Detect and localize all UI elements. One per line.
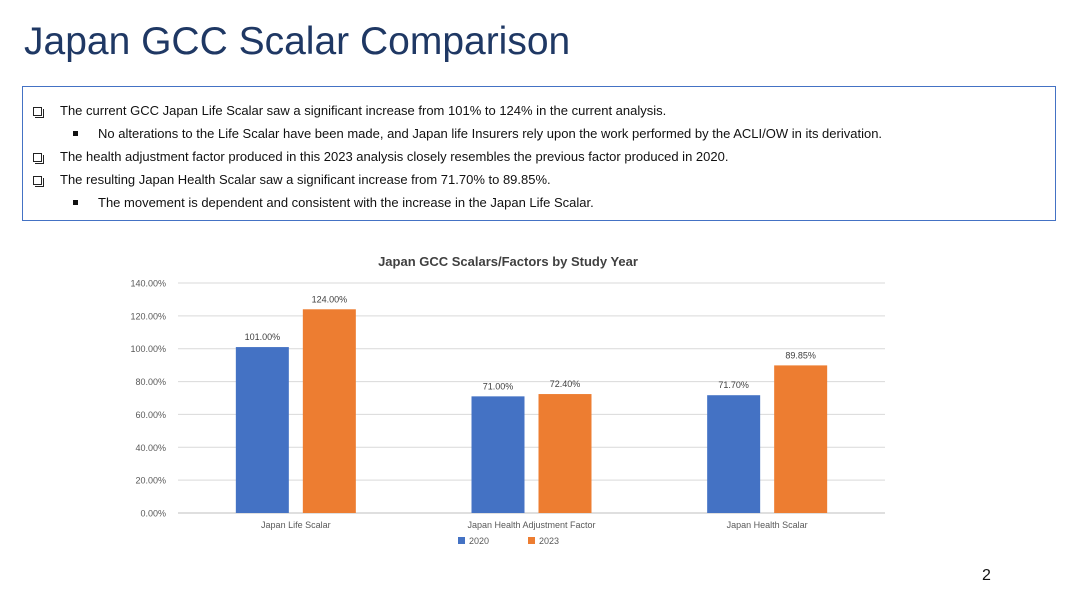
y-tick-label: 100.00% [130, 344, 166, 354]
legend-label: 2023 [539, 536, 559, 546]
summary-box: The current GCC Japan Life Scalar saw a … [22, 86, 1056, 221]
bar-2020 [235, 347, 289, 513]
page-number: 2 [982, 567, 991, 584]
square-bullet-icon [73, 200, 78, 205]
y-tick-label: 40.00% [135, 443, 166, 453]
chart-canvas: Japan GCC Scalars/Factors by Study Year 0… [130, 254, 885, 546]
sub-bullet-item: The movement is dependent and consistent… [73, 195, 594, 210]
data-label: 72.40% [550, 379, 581, 389]
sub-bullet-text: The movement is dependent and consistent… [98, 195, 594, 210]
x-tick-label: Japan Life Scalar [261, 520, 331, 530]
bullet-text: The health adjustment factor produced in… [60, 149, 729, 164]
legend-swatch [528, 537, 535, 544]
y-tick-label: 80.00% [135, 377, 166, 387]
bullet-item: The health adjustment factor produced in… [33, 149, 728, 164]
y-tick-label: 140.00% [130, 279, 166, 289]
bar-2023 [302, 309, 356, 513]
checkbox-bullet-icon [33, 176, 44, 187]
bar-2020 [707, 395, 761, 513]
y-tick-label: 20.00% [135, 476, 166, 486]
legend-swatch [458, 537, 465, 544]
bar-2020 [471, 396, 525, 513]
data-label: 124.00% [312, 294, 348, 304]
data-label: 71.70% [718, 380, 749, 390]
square-bullet-icon [73, 131, 78, 136]
x-tick-label: Japan Health Adjustment Factor [467, 520, 595, 530]
checkbox-bullet-icon [33, 107, 44, 118]
chart-title: Japan GCC Scalars/Factors by Study Year [378, 254, 638, 269]
y-tick-label: 120.00% [130, 311, 166, 321]
slide-title: Japan GCC Scalar Comparison [24, 20, 571, 63]
sub-bullet-item: No alterations to the Life Scalar have b… [73, 126, 882, 141]
data-label: 89.85% [785, 350, 816, 360]
y-tick-label: 0.00% [140, 509, 166, 519]
data-label: 101.00% [245, 332, 281, 342]
legend-label: 2020 [469, 536, 489, 546]
bullet-text: The current GCC Japan Life Scalar saw a … [60, 103, 667, 118]
sub-bullet-text: No alterations to the Life Scalar have b… [98, 126, 883, 141]
y-tick-label: 60.00% [135, 410, 166, 420]
checkbox-bullet-icon [33, 153, 44, 164]
data-label: 71.00% [483, 381, 514, 391]
bar-2023 [538, 394, 592, 513]
bullet-item: The current GCC Japan Life Scalar saw a … [33, 103, 666, 118]
bullet-item: The resulting Japan Health Scalar saw a … [33, 172, 551, 187]
x-tick-label: Japan Health Scalar [727, 520, 808, 530]
bar-chart: Japan GCC Scalars/Factors by Study Year 0… [100, 240, 900, 560]
bar-2023 [774, 365, 828, 513]
bullet-text: The resulting Japan Health Scalar saw a … [60, 172, 551, 187]
